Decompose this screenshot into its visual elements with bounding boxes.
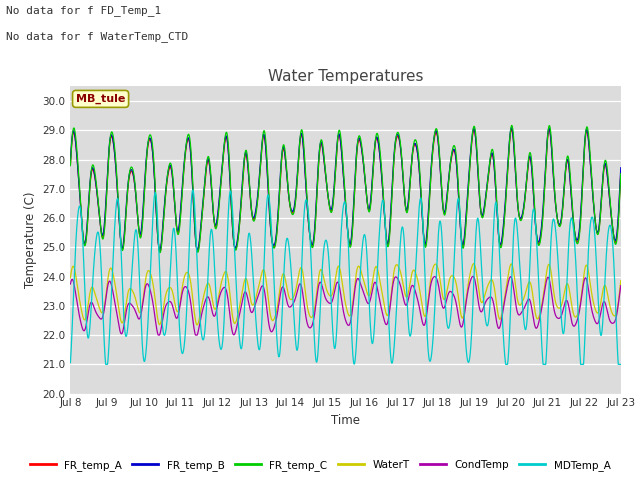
FR_temp_A (277, 168, 285, 174)
FR_temp_A (617, 169, 625, 175)
MDTemp_A (277, 336, 285, 342)
FR_temp_A (397, 145, 404, 151)
WaterT (397, 270, 404, 276)
FR_temp_C (508, 122, 516, 128)
WaterT (470, 261, 477, 266)
CondTemp (67, 281, 74, 287)
CondTemp (424, 298, 432, 303)
CondTemp (519, 307, 527, 313)
FR_temp_A (166, 164, 174, 170)
FR_temp_A (477, 211, 485, 216)
WaterT (424, 295, 432, 300)
CondTemp (277, 289, 285, 295)
MDTemp_A (166, 264, 174, 269)
WaterT (193, 322, 201, 328)
FR_temp_B (166, 163, 174, 168)
Line: FR_temp_C: FR_temp_C (70, 125, 621, 252)
FR_temp_B (519, 207, 527, 213)
FR_temp_C (67, 163, 74, 168)
Text: No data for f WaterTemp_CTD: No data for f WaterTemp_CTD (6, 31, 189, 42)
FR_temp_A (424, 212, 432, 218)
MDTemp_A (189, 187, 196, 193)
Text: No data for f FD_Temp_1: No data for f FD_Temp_1 (6, 5, 162, 16)
FR_temp_B (424, 208, 432, 214)
FR_temp_C (166, 160, 174, 166)
MDTemp_A (102, 361, 109, 367)
FR_temp_C (424, 215, 432, 221)
FR_temp_C (156, 250, 164, 255)
FR_temp_A (519, 209, 527, 215)
CondTemp (166, 299, 174, 305)
MDTemp_A (617, 361, 625, 367)
MDTemp_A (397, 235, 404, 240)
FR_temp_B (617, 165, 625, 170)
WaterT (477, 300, 485, 305)
Line: WaterT: WaterT (70, 264, 621, 325)
FR_temp_A (156, 249, 164, 254)
WaterT (617, 278, 625, 284)
Line: MDTemp_A: MDTemp_A (70, 190, 621, 364)
Line: CondTemp: CondTemp (70, 276, 621, 335)
FR_temp_C (519, 210, 527, 216)
WaterT (519, 297, 527, 303)
Text: MB_tule: MB_tule (76, 94, 125, 104)
FR_temp_B (67, 157, 74, 163)
MDTemp_A (519, 311, 527, 316)
FR_temp_C (477, 211, 485, 217)
FR_temp_B (156, 248, 164, 253)
CondTemp (469, 274, 477, 279)
FR_temp_C (397, 142, 404, 148)
FR_temp_A (67, 162, 74, 168)
FR_temp_A (508, 127, 515, 132)
Y-axis label: Temperature (C): Temperature (C) (24, 192, 37, 288)
MDTemp_A (67, 360, 74, 365)
Line: FR_temp_B: FR_temp_B (70, 128, 621, 251)
MDTemp_A (477, 260, 485, 265)
CondTemp (154, 332, 162, 338)
Legend: FR_temp_A, FR_temp_B, FR_temp_C, WaterT, CondTemp, MDTemp_A: FR_temp_A, FR_temp_B, FR_temp_C, WaterT,… (26, 456, 614, 475)
WaterT (166, 285, 174, 290)
X-axis label: Time: Time (331, 414, 360, 427)
CondTemp (397, 283, 404, 289)
CondTemp (477, 309, 485, 315)
Title: Water Temperatures: Water Temperatures (268, 69, 423, 84)
FR_temp_B (477, 210, 485, 216)
FR_temp_B (277, 164, 285, 170)
MDTemp_A (425, 352, 433, 358)
FR_temp_B (397, 145, 404, 151)
Line: FR_temp_A: FR_temp_A (70, 130, 621, 252)
FR_temp_B (508, 125, 515, 131)
FR_temp_C (617, 171, 625, 177)
FR_temp_C (277, 168, 285, 173)
WaterT (277, 280, 285, 286)
WaterT (67, 275, 74, 281)
CondTemp (617, 283, 625, 288)
